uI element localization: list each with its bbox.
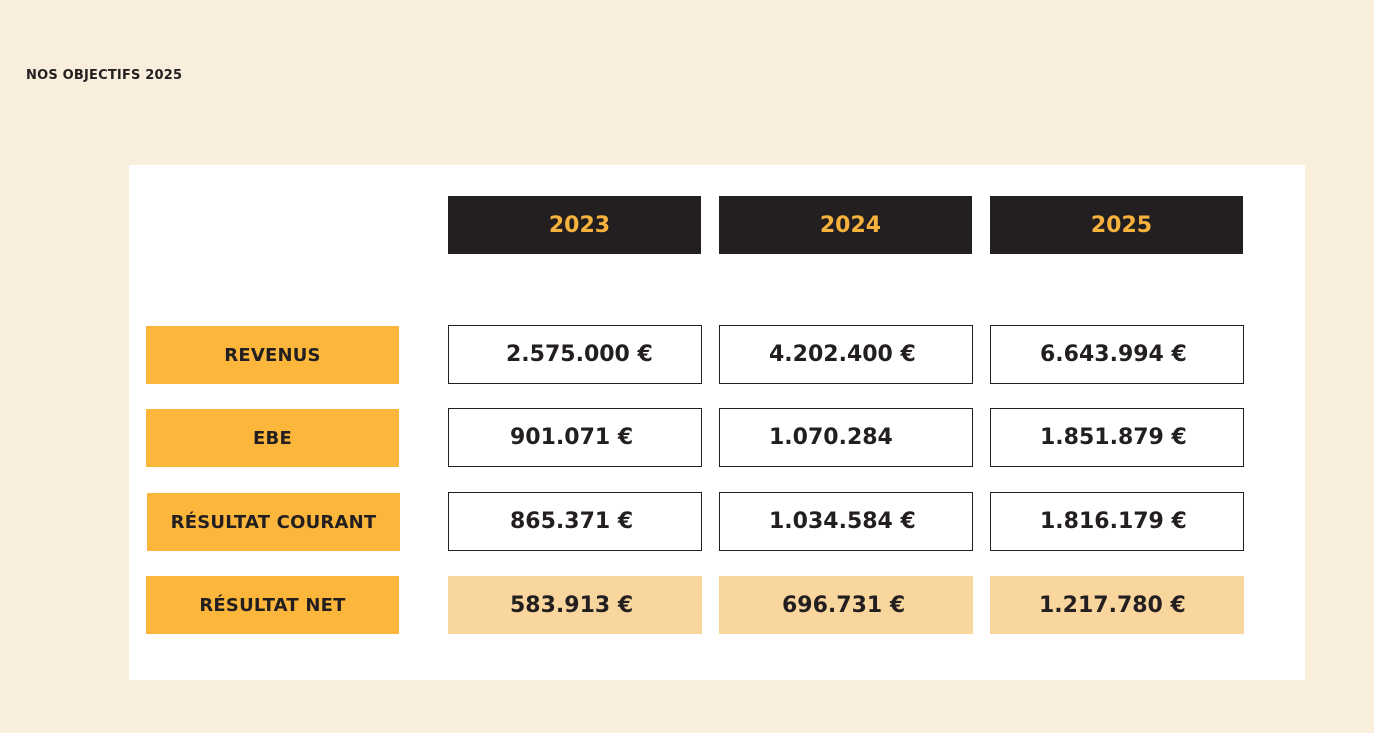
year-header-2025: 2025 xyxy=(990,196,1243,254)
value-ebe-2023: 901.071 € xyxy=(448,408,702,467)
value-resultat-net-2024: 696.731 € xyxy=(719,576,973,634)
value-resultat-net-2025: 1.217.780 € xyxy=(990,576,1244,634)
row-label-revenus: REVENUS xyxy=(146,326,399,384)
value-revenus-2024: 4.202.400 € xyxy=(719,325,973,384)
row-label-resultat-courant: RÉSULTAT COURANT xyxy=(147,493,400,551)
value-resultat-net-2023: 583.913 € xyxy=(448,576,702,634)
row-label-resultat-net: RÉSULTAT NET xyxy=(146,576,399,634)
value-resultat-courant-2023: 865.371 € xyxy=(448,492,702,551)
year-header-2023: 2023 xyxy=(448,196,701,254)
row-label-ebe: EBE xyxy=(146,409,399,467)
value-ebe-2025: 1.851.879 € xyxy=(990,408,1244,467)
value-resultat-courant-2024: 1.034.584 € xyxy=(719,492,973,551)
value-resultat-courant-2025: 1.816.179 € xyxy=(990,492,1244,551)
year-header-2024: 2024 xyxy=(719,196,972,254)
page-title: NOS OBJECTIFS 2025 xyxy=(26,68,183,83)
value-revenus-2023: 2.575.000 € xyxy=(448,325,702,384)
objectives-table: 2023 2024 2025 REVENUS 2.575.000 € 4.202… xyxy=(129,165,1305,680)
value-revenus-2025: 6.643.994 € xyxy=(990,325,1244,384)
value-ebe-2024: 1.070.284 xyxy=(719,408,973,467)
